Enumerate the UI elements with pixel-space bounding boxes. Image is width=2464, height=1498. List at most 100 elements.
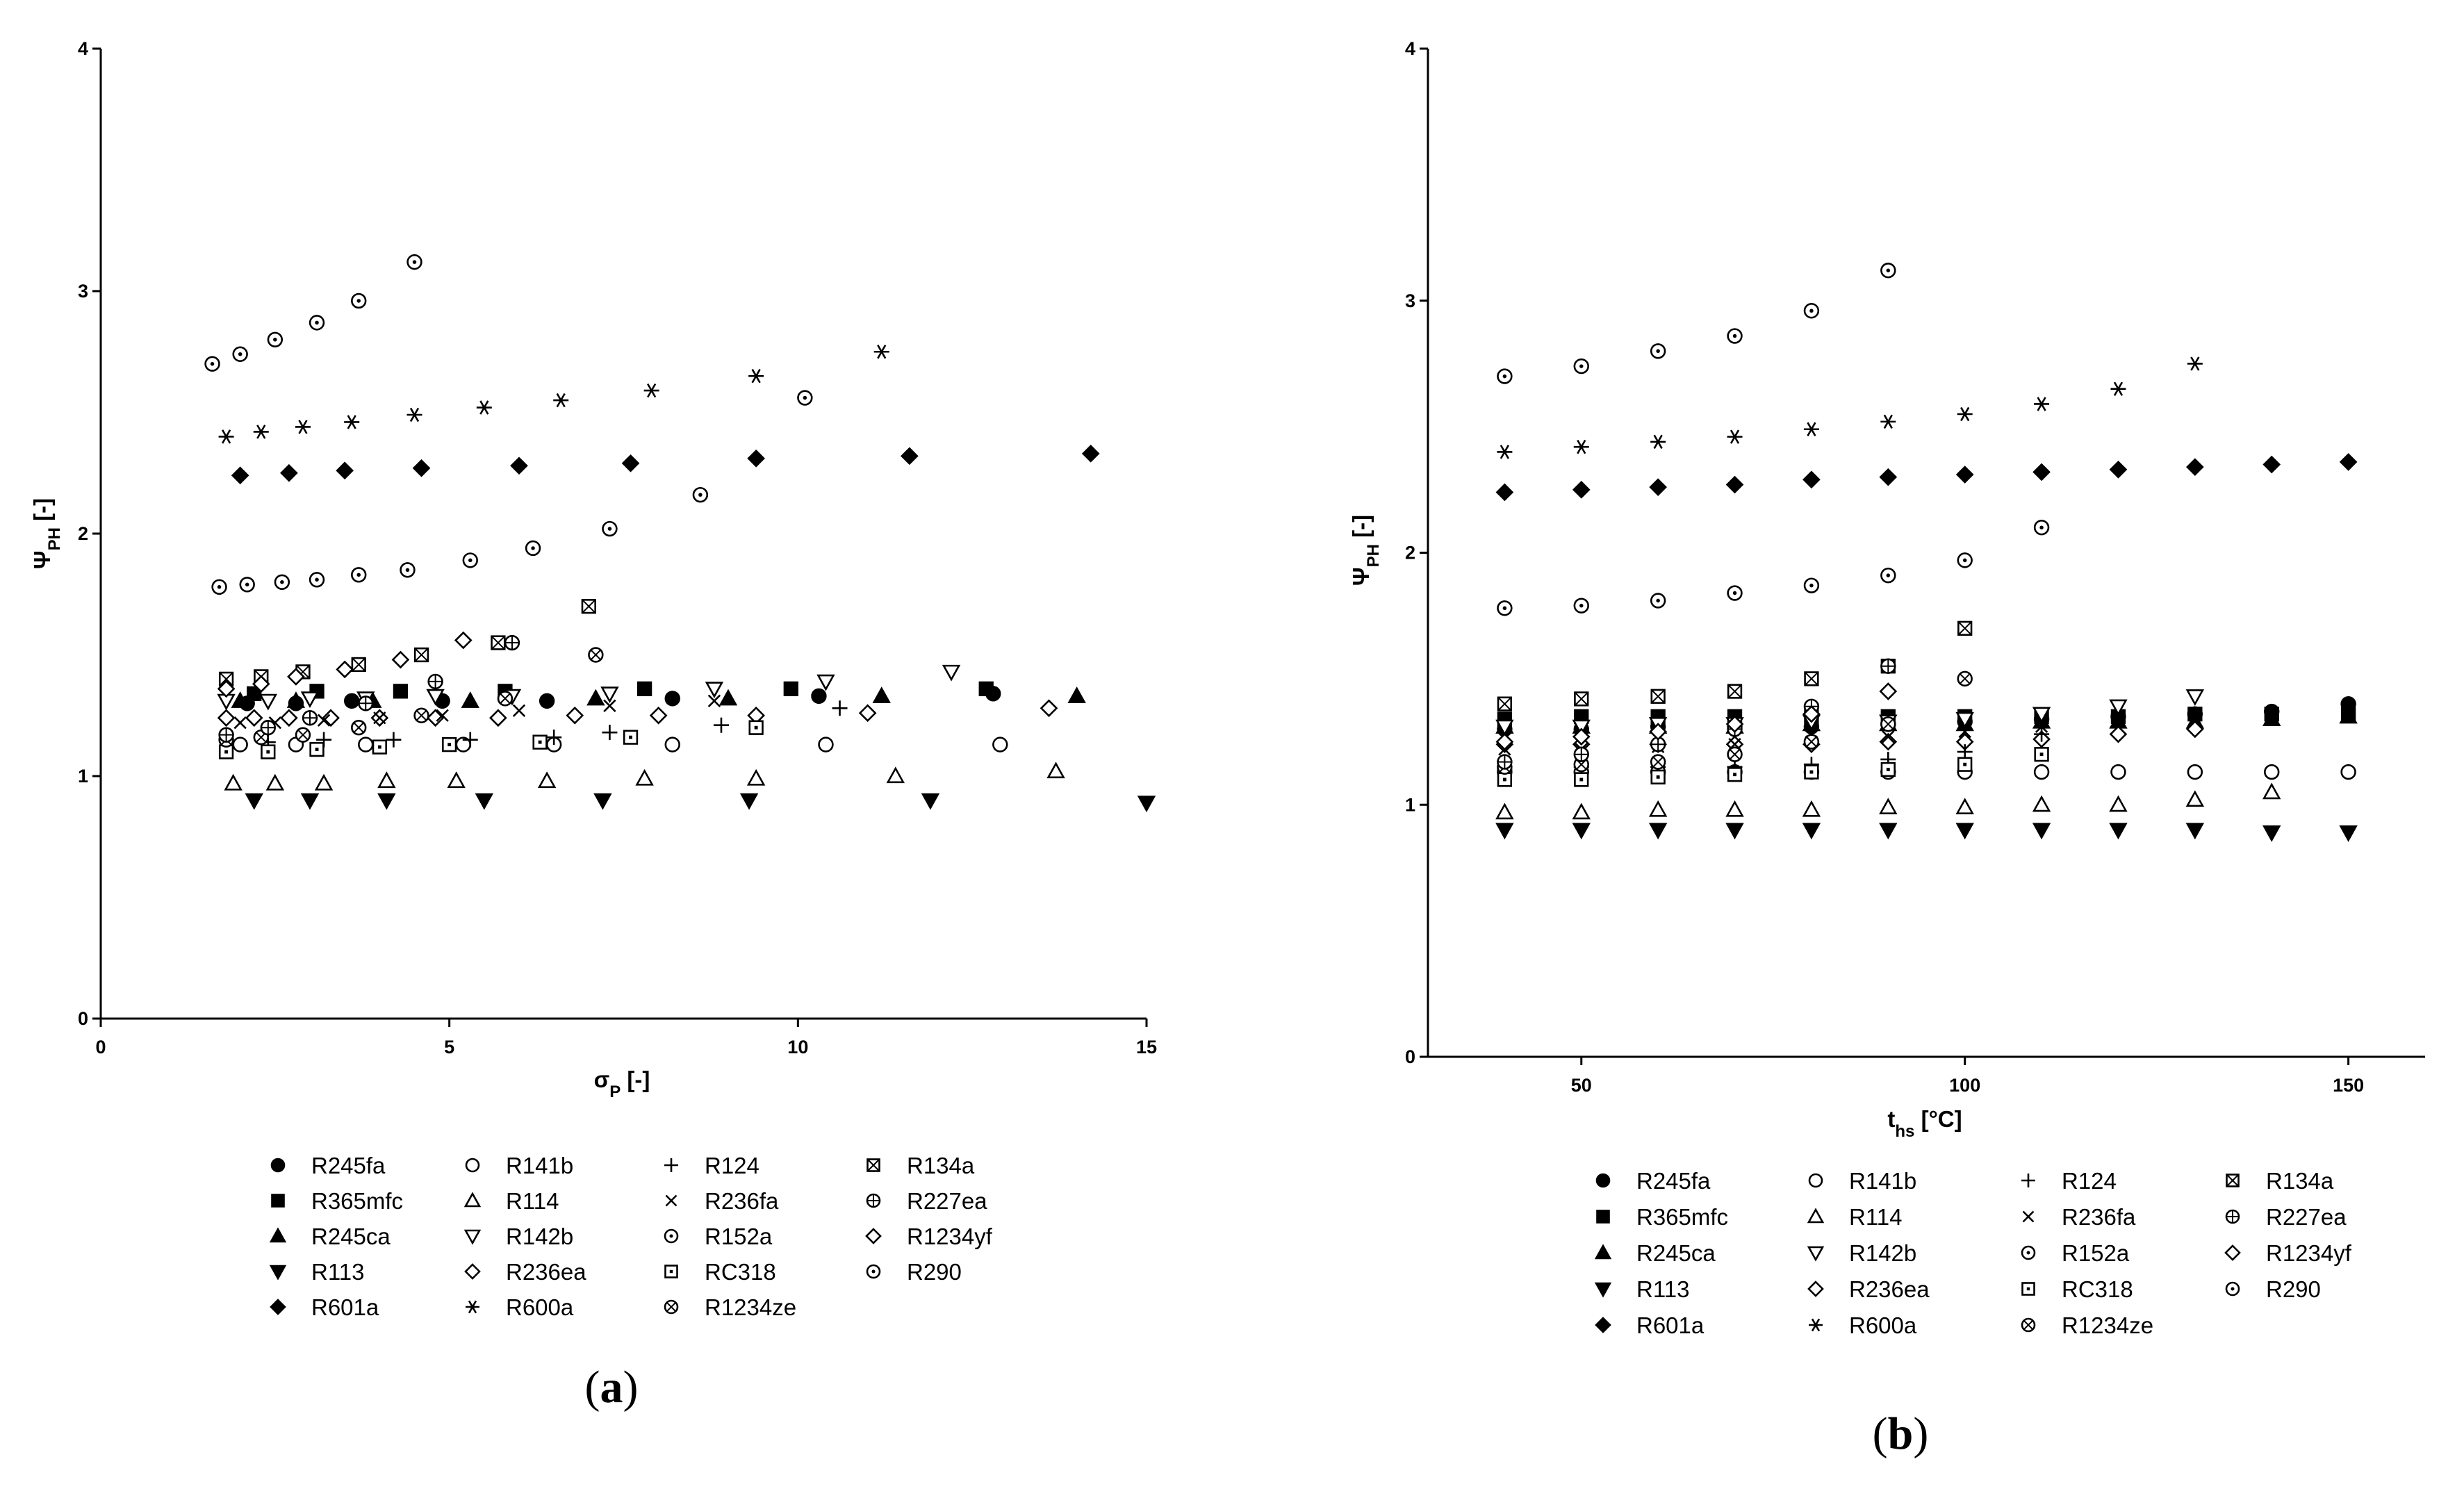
legend-item-r113: R113 xyxy=(1594,1276,1689,1302)
legend-label: R365mfc xyxy=(311,1188,403,1214)
legend-label: R245fa xyxy=(311,1153,386,1178)
data-point-r141b xyxy=(232,736,248,752)
series-r141b xyxy=(232,736,1008,752)
data-point-r113 xyxy=(245,793,263,810)
data-point-r245ca xyxy=(2339,707,2358,724)
data-point-r600a xyxy=(1957,406,1973,422)
data-point-r600a xyxy=(1573,439,1589,454)
data-point-r134a xyxy=(1727,684,1743,699)
data-point-r114 xyxy=(1725,800,1744,817)
data-point-r1234yf xyxy=(391,650,410,669)
data-point-r114 xyxy=(2032,795,2051,812)
legend-item-r1234ze: R1234ze xyxy=(2021,1312,2153,1338)
data-point-r236fa xyxy=(317,714,331,727)
legend-item-r236fa: R236fa xyxy=(665,1188,779,1214)
data-point-r227ea xyxy=(1573,746,1589,762)
data-point-r114 xyxy=(447,771,466,789)
data-point-r134a xyxy=(491,635,506,650)
data-point-r600a xyxy=(873,345,889,359)
data-point-r152a xyxy=(1497,600,1513,616)
legend-item-r124: R124 xyxy=(2021,1168,2117,1194)
data-point-r142b xyxy=(2185,689,2205,706)
data-point-r601a xyxy=(747,449,765,468)
legend-marker xyxy=(1807,1281,1824,1297)
data-point-r152a xyxy=(1957,552,1973,568)
data-point-r1234ze xyxy=(1803,734,1820,750)
legend-marker xyxy=(1807,1246,1825,1262)
y-tick-label: 2 xyxy=(1405,543,1415,563)
legend-label: R236ea xyxy=(506,1259,586,1285)
data-point-r141b xyxy=(2340,764,2356,780)
data-point-r601a xyxy=(901,447,919,466)
series-r601a xyxy=(1495,453,2358,502)
data-point-r114 xyxy=(224,773,243,791)
legend-label: R124 xyxy=(2062,1168,2117,1194)
data-point-r601a xyxy=(1725,475,1744,494)
legend-label: R1234ze xyxy=(2062,1312,2153,1338)
data-point-r113 xyxy=(739,793,759,810)
data-point-r152a xyxy=(400,562,416,578)
legend-marker xyxy=(2021,1317,2036,1333)
legend-item-r141b: R141b xyxy=(1808,1168,1916,1194)
series-r134a xyxy=(218,599,596,687)
data-point-r141b xyxy=(2187,764,2203,780)
y-axis-title: ΨPH [-] xyxy=(29,498,64,569)
legend-item-r236ea: R236ea xyxy=(1807,1276,1930,1302)
data-point-r134a xyxy=(1574,691,1589,707)
data-point-r152a xyxy=(351,567,367,583)
data-point-r245fa xyxy=(344,693,360,709)
data-point-r152a xyxy=(525,540,541,557)
data-point-r124 xyxy=(546,730,562,746)
data-point-r142b xyxy=(1955,711,1974,729)
data-point-r113 xyxy=(921,793,940,810)
data-point-r236ea xyxy=(2186,720,2204,739)
series-r245fa xyxy=(1497,696,2356,737)
legend-label: R152a xyxy=(705,1224,773,1249)
data-point-r601a xyxy=(510,456,528,475)
data-point-r236fa xyxy=(233,716,247,730)
data-point-r236ea xyxy=(566,706,584,725)
legend-item-r114: R114 xyxy=(1807,1204,1902,1230)
data-point-r290 xyxy=(309,315,325,331)
legend-label: R245fa xyxy=(1636,1168,1711,1194)
data-point-r142b xyxy=(816,674,835,691)
data-point-r142b xyxy=(300,691,320,708)
data-point-r227ea xyxy=(260,719,276,736)
legend-marker xyxy=(1807,1208,1825,1224)
legend-label: R601a xyxy=(1636,1312,1705,1338)
data-point-r365mfc xyxy=(783,681,798,697)
data-point-r245ca xyxy=(2262,709,2281,727)
data-point-r124 xyxy=(832,700,848,716)
data-point-rc318 xyxy=(1727,767,1743,782)
data-point-rc318 xyxy=(309,741,325,757)
data-point-r1234yf xyxy=(287,668,305,686)
data-point-r236ea xyxy=(280,709,298,727)
legend-label: R227ea xyxy=(2266,1204,2347,1230)
data-point-rc318 xyxy=(1880,762,1896,777)
data-point-r152a xyxy=(462,552,478,568)
legend-item-r152a: R152a xyxy=(664,1224,773,1249)
series-r1234yf xyxy=(1495,682,1898,751)
data-point-r245fa xyxy=(664,691,680,707)
data-point-rc318 xyxy=(442,736,457,752)
data-point-r152a xyxy=(797,390,813,406)
legend-label: R113 xyxy=(311,1259,364,1285)
data-point-r152a xyxy=(692,486,709,503)
data-point-r114 xyxy=(1046,762,1065,779)
data-point-r134a xyxy=(413,647,429,663)
data-point-r236ea xyxy=(649,706,668,725)
data-point-r245ca xyxy=(718,689,738,706)
legend-label: R142b xyxy=(1849,1240,1916,1266)
data-point-r142b xyxy=(258,693,278,711)
legend-marker xyxy=(2021,1245,2036,1260)
data-point-r134a xyxy=(1804,671,1819,686)
data-point-r114 xyxy=(2109,795,2128,812)
data-point-r1234yf xyxy=(1649,723,1667,741)
legend-item-r236ea: R236ea xyxy=(464,1259,586,1285)
data-point-r227ea xyxy=(218,727,234,743)
legend-label: R141b xyxy=(506,1153,573,1178)
x-tick-label: 10 xyxy=(787,1037,808,1057)
data-point-r236fa xyxy=(1882,730,1895,743)
data-point-r601a xyxy=(2339,453,2358,471)
y-tick-label: 0 xyxy=(1405,1046,1415,1067)
